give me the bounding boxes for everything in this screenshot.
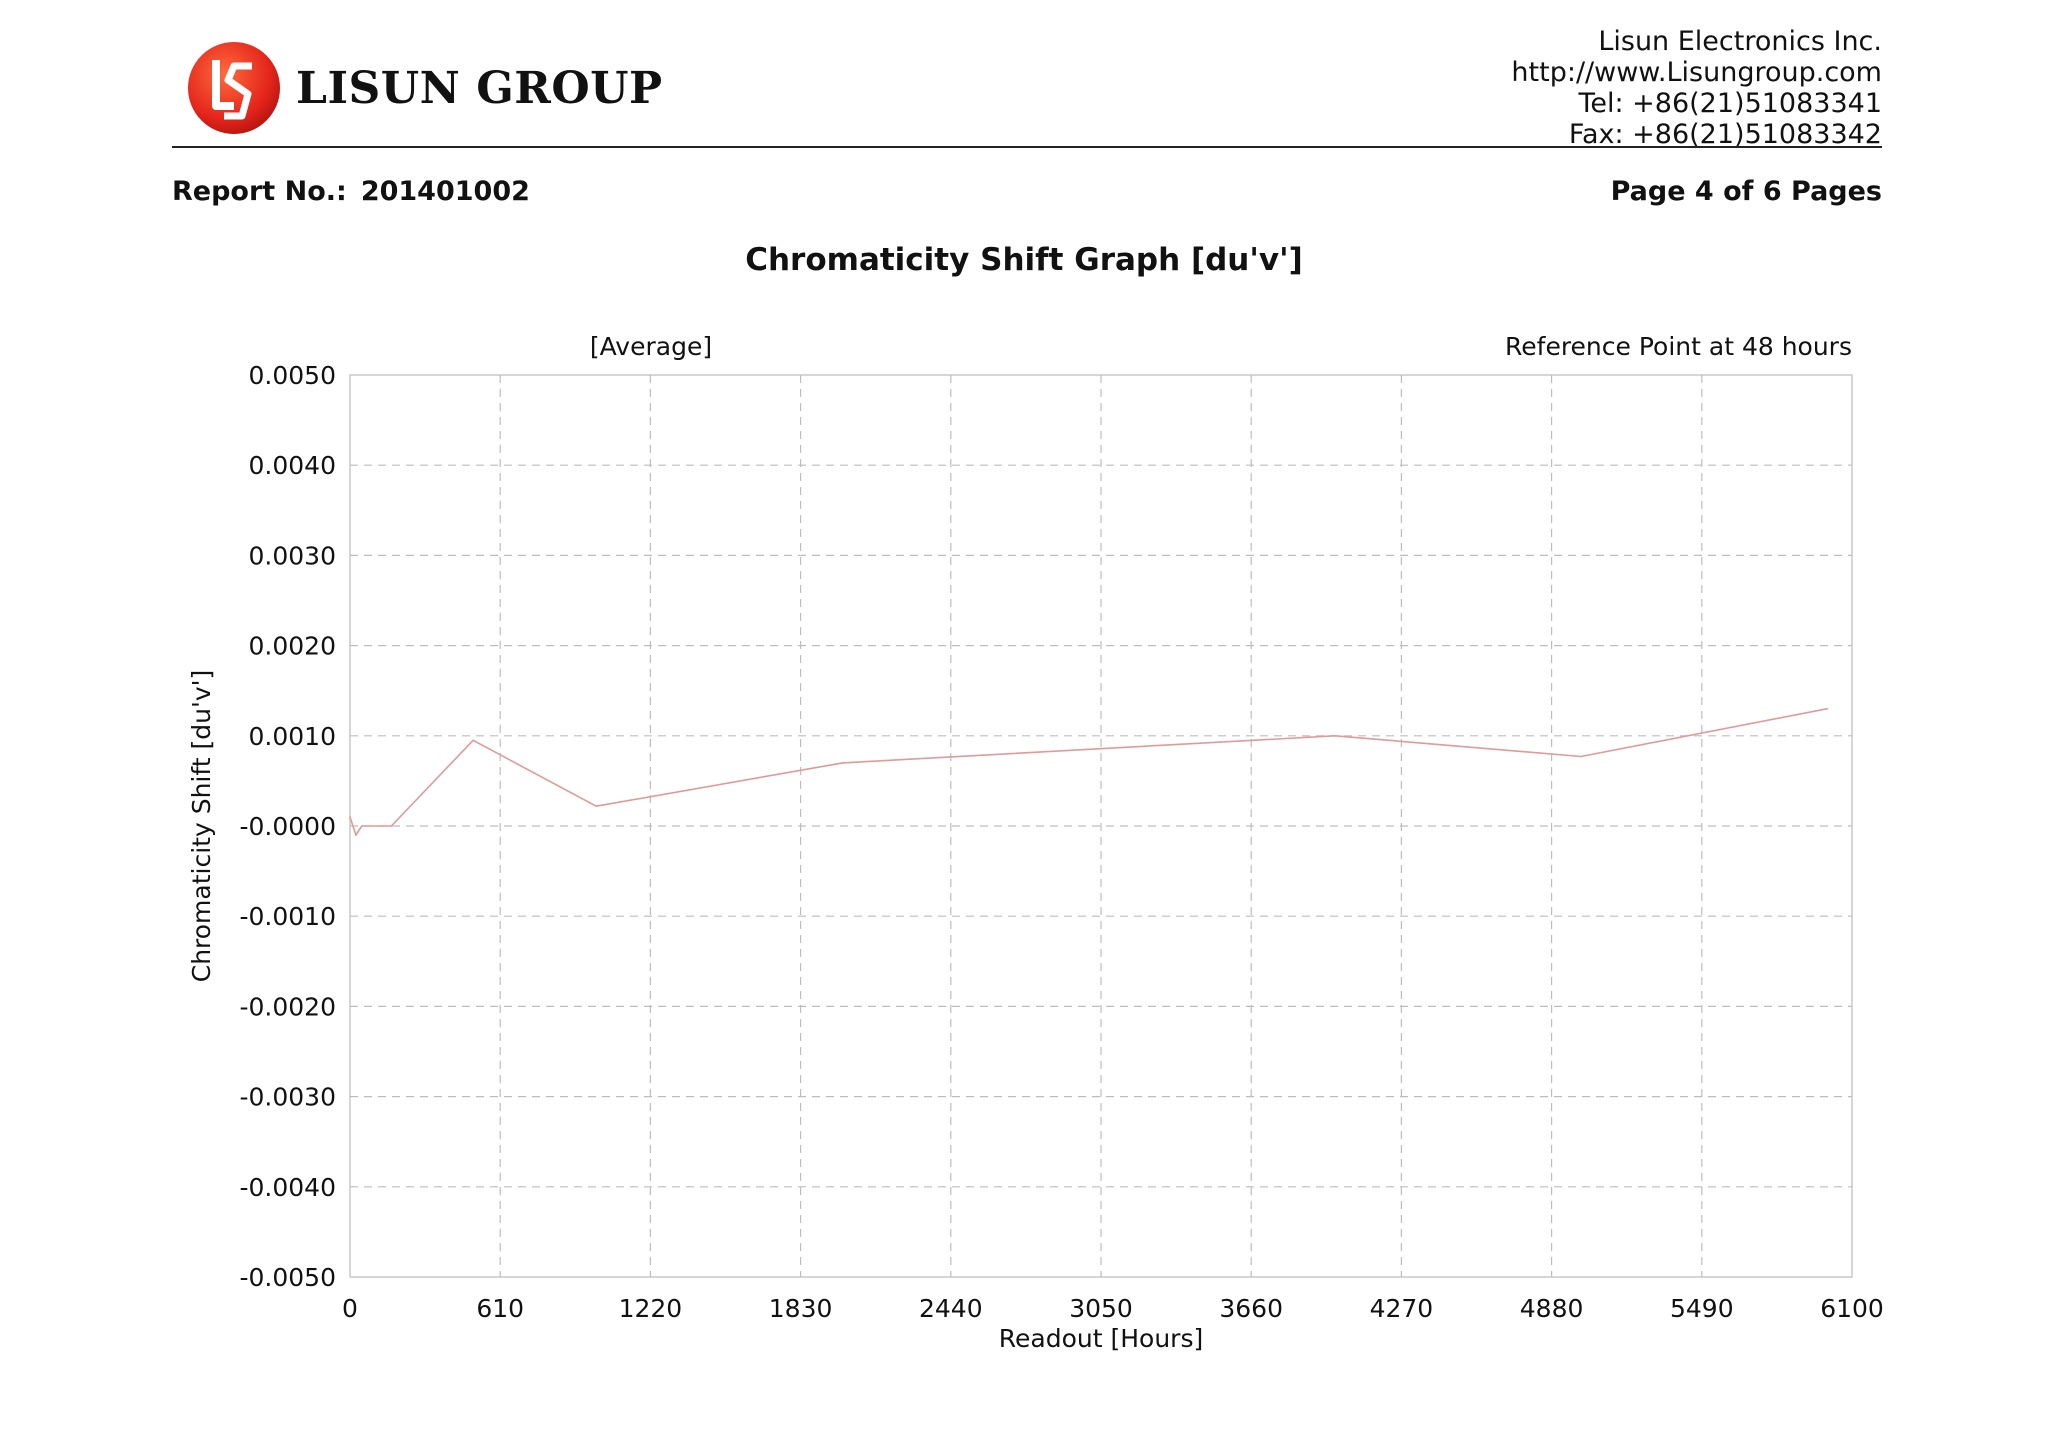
y-axis-title: Chromaticity Shift [du'v']	[187, 670, 216, 983]
data-point	[361, 825, 363, 827]
graph-title: Chromaticity Shift Graph [du'v']	[745, 242, 1303, 278]
data-point	[390, 825, 393, 827]
company-name: Lisun Electronics Inc.	[1598, 26, 1882, 57]
data-point	[1334, 735, 1336, 737]
y-tick-label: -0.0050	[240, 1263, 337, 1292]
series-line	[349, 707, 1828, 836]
x-tick-label: 3050	[1069, 1294, 1133, 1323]
y-tick-label: -0.0030	[240, 1083, 337, 1112]
data-point	[1826, 707, 1829, 710]
y-tick-label: -0.0010	[240, 902, 337, 931]
x-tick-label: 3660	[1219, 1294, 1283, 1323]
data-point	[841, 762, 844, 764]
company-fax: Fax: +86(21)51083342	[1568, 119, 1882, 150]
lisun-logo-icon	[188, 42, 280, 134]
header-divider	[172, 146, 1882, 148]
y-tick-label: 0.0030	[249, 541, 336, 570]
company-phone: Tel: +86(21)51083341	[1578, 88, 1882, 119]
report-number-label: Report No.:	[172, 176, 347, 207]
data-point	[355, 834, 357, 836]
company-contact: Lisun Electronics Inc. http://www.Lisung…	[1511, 26, 1882, 150]
x-tick-label: 5490	[1670, 1294, 1734, 1323]
y-tick-label: -0.0020	[240, 992, 337, 1021]
data-point	[472, 739, 474, 742]
company-website: http://www.Lisungroup.com	[1511, 57, 1882, 88]
page-count: Page 4 of 6 Pages	[1610, 176, 1882, 207]
x-tick-label: 4880	[1520, 1294, 1584, 1323]
y-tick-label: 0.0040	[249, 451, 336, 480]
y-tick-label: 0.0010	[249, 722, 336, 751]
annotation-average: [Average]	[590, 332, 712, 361]
y-tick-label: -0.0000	[240, 812, 337, 841]
data-point	[1580, 755, 1582, 758]
data-point	[595, 805, 598, 807]
brand-name: LISUN GROUP	[296, 62, 663, 114]
data-point	[349, 816, 351, 818]
x-tick-label: 1220	[619, 1294, 683, 1323]
y-tick-label: 0.0020	[249, 632, 336, 661]
x-tick-label: 0	[342, 1294, 358, 1323]
x-axis-title: Readout [Hours]	[999, 1324, 1203, 1353]
y-tick-label: -0.0040	[240, 1173, 337, 1202]
x-tick-label: 1830	[769, 1294, 833, 1323]
report-number-value: 201401002	[360, 176, 530, 207]
x-tick-label: 2440	[919, 1294, 983, 1323]
y-tick-label: 0.0050	[249, 361, 336, 390]
lisun-logo: LISUN GROUP	[186, 40, 663, 136]
report-number: Report No.: 201401002	[172, 176, 530, 207]
x-tick-label: 4270	[1370, 1294, 1434, 1323]
x-tick-label: 6100	[1820, 1294, 1884, 1323]
annotation-reference-point: Reference Point at 48 hours	[1505, 332, 1852, 361]
x-tick-label: 610	[476, 1294, 524, 1323]
